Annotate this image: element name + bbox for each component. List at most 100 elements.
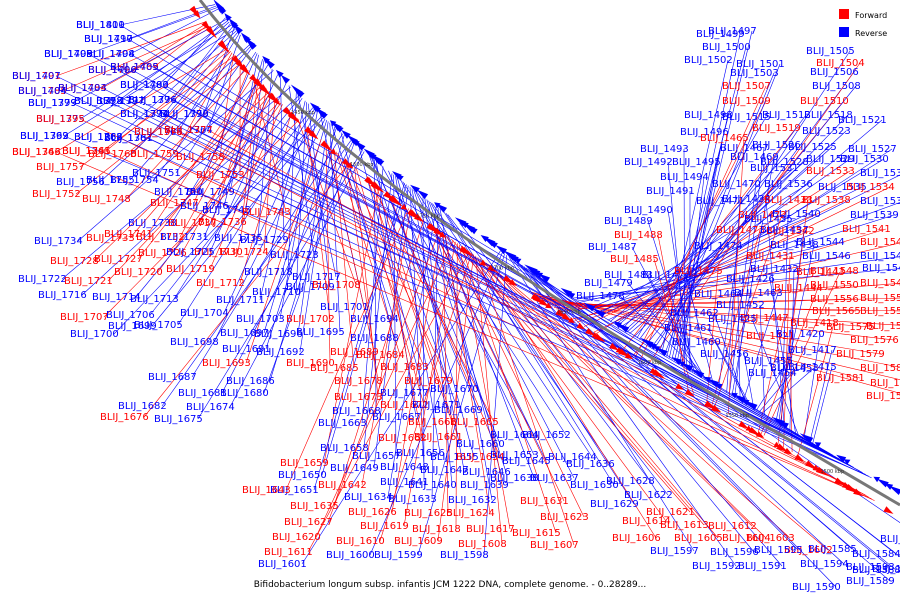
gene-label: BLIJ_1406: [88, 65, 137, 76]
gene-label: BLIJ_1751: [132, 168, 181, 179]
gene-label: BLIJ_1592: [692, 561, 741, 572]
gene-label: BLIJ_1421: [746, 331, 795, 342]
gene-label: BLIJ_1687: [148, 372, 197, 383]
leader-line: [366, 176, 453, 423]
gene-label: BLIJ_1695: [296, 327, 345, 338]
gene-arrow: [538, 273, 550, 283]
gene-arrow: [275, 69, 284, 78]
leader-line: [173, 97, 303, 300]
legend-forward-swatch: [839, 9, 849, 19]
leader-line: [135, 96, 301, 298]
leader-line: [583, 199, 847, 327]
gene-label: BLIJ_1503: [730, 68, 779, 79]
gene-label: BLIJ_1690: [286, 358, 335, 369]
gene-label: BLIJ_1683: [380, 362, 429, 373]
gene-label: BLIJ_1510: [800, 96, 849, 107]
gene-label: BLIJ_1649: [330, 463, 379, 474]
gene-label: BLIJ_1552: [860, 293, 900, 304]
gene-label: BLIJ_1736: [198, 217, 247, 228]
gene-label: BLIJ_1769: [20, 131, 69, 142]
leader-line: [117, 30, 237, 138]
leader-line: [417, 253, 505, 556]
gene-label: BLIJ_1452: [716, 300, 765, 311]
gene-label: BLIJ_1623: [540, 512, 589, 523]
gene-label: BLIJ_1800: [76, 20, 125, 31]
gene-arrow: [397, 174, 404, 181]
leader-line: [536, 274, 897, 555]
gene-label: BLIJ_1447: [740, 313, 789, 324]
gene-arrow: [319, 111, 328, 119]
leader-line: [647, 220, 696, 374]
gene-arrow: [495, 245, 507, 255]
gene-label: BLIJ_1721: [64, 276, 113, 287]
kbp-tick-label: 1750 kbp: [416, 214, 440, 220]
gene-label: BLIJ_1734: [34, 236, 83, 247]
leader-line: [297, 93, 337, 278]
gene-label: BLIJ_1460: [672, 337, 721, 348]
leader-line: [729, 183, 757, 395]
gene-label: BLIJ_1394: [120, 109, 169, 120]
gene-label: BLIJ_1493: [640, 144, 689, 155]
gene-label: BLIJ_1668: [332, 406, 381, 417]
gene-label: BLIJ_1499: [696, 29, 745, 40]
leader-lines: [55, 4, 900, 588]
gene-label: BLIJ_1346: [12, 147, 61, 158]
leader-line: [79, 118, 848, 485]
leader-line: [403, 241, 456, 527]
gene-label: BLIJ_1632: [448, 495, 497, 506]
gene-arrow: [593, 333, 606, 343]
leader-line: [307, 251, 470, 553]
leader-line: [477, 257, 575, 546]
gene-arrow: [733, 394, 746, 404]
gene-label: BLIJ_1432: [750, 264, 799, 275]
gene-arrow: [613, 321, 622, 329]
gene-label: BLIJ_1464: [694, 289, 743, 300]
gene-arrow: [508, 279, 518, 286]
leader-line: [485, 262, 791, 539]
leader-line: [549, 304, 900, 312]
gene-label: BLIJ_1550: [810, 280, 859, 291]
leader-line: [368, 177, 495, 423]
leader-line: [369, 252, 503, 556]
kbp-tick-label: 1600 kbp: [350, 162, 374, 168]
gene-label: BLIJ_1733: [86, 233, 135, 244]
gene-arrow: [799, 433, 814, 443]
gene-label: BLIJ_1783: [120, 80, 169, 91]
gene-label: BLIJ_1581: [816, 373, 865, 384]
gene-label: BLIJ_1677: [380, 388, 429, 399]
gene-label: BLIJ_1692: [256, 347, 305, 358]
gene-label: BLIJ_1473: [716, 225, 765, 236]
gene-label: BLIJ_1622: [624, 490, 673, 501]
gene-arrow: [410, 184, 420, 193]
leader-line: [259, 100, 306, 301]
leader-line: [658, 72, 775, 352]
leader-line: [147, 137, 872, 479]
leader-line: [591, 214, 895, 311]
gene-label: BLIJ_1377: [164, 125, 213, 136]
kbp-tick-label: 1500 kbp: [821, 469, 845, 475]
gene-arrow: [843, 459, 851, 465]
leader-line: [129, 8, 219, 55]
gene-label: BLIJ_1619: [360, 521, 409, 532]
gene-label: BLIJ_1754: [110, 175, 159, 186]
leader-line: [743, 353, 755, 409]
gene-label: BLIJ_1400: [120, 80, 169, 91]
leader-line: [299, 126, 335, 353]
leader-line: [391, 232, 442, 513]
gene-label: BLIJ_1758: [176, 152, 225, 163]
gene-label: BLIJ_1594: [800, 559, 849, 570]
gene-label: BLIJ_1640: [408, 480, 457, 491]
gene-label: BLIJ_1675: [154, 414, 203, 425]
leader-line: [426, 199, 505, 486]
gene-label: BLIJ_1545: [860, 251, 900, 262]
gene-label: BLIJ_1491: [646, 186, 695, 197]
gene-label: BLIJ_1746: [180, 201, 229, 212]
leader-line: [467, 250, 753, 527]
gene-label: BLIJ_1706: [106, 310, 155, 321]
gene-arrow: [240, 64, 251, 76]
leader-line: [763, 271, 841, 436]
gene-label: BLIJ_1533: [806, 166, 855, 177]
leader-line: [533, 294, 861, 379]
leader-line: [331, 124, 395, 320]
leader-line: [105, 49, 230, 152]
